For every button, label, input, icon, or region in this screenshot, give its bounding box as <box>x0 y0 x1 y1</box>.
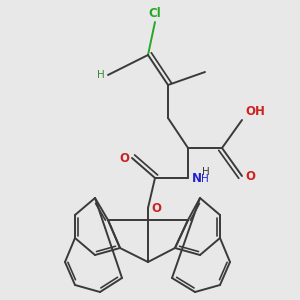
Text: N: N <box>192 172 202 185</box>
Text: O: O <box>119 152 129 164</box>
Text: OH: OH <box>245 105 265 118</box>
Text: H: H <box>201 174 209 184</box>
Text: H: H <box>97 70 105 80</box>
Text: H: H <box>202 167 210 177</box>
Text: Cl: Cl <box>148 7 161 20</box>
Text: O: O <box>245 169 255 182</box>
Text: O: O <box>151 202 161 214</box>
